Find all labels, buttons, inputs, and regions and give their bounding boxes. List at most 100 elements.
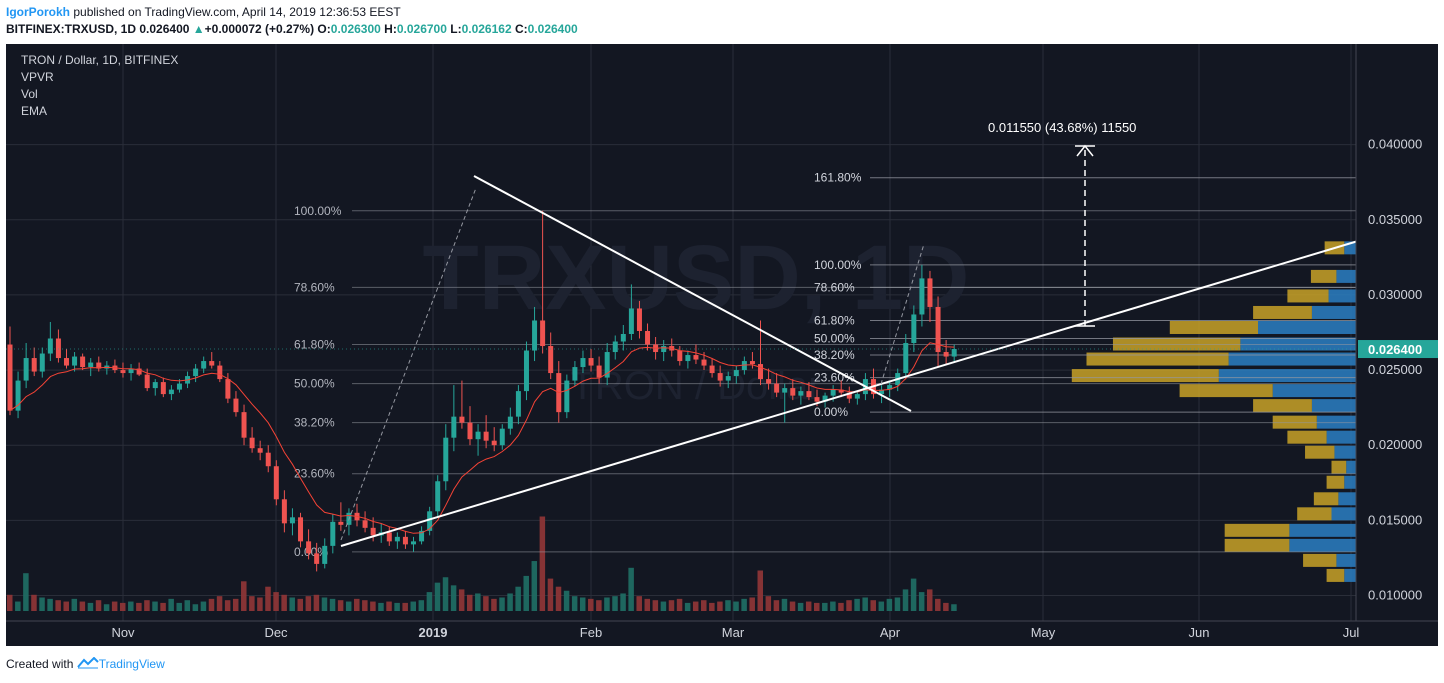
volume-bar bbox=[103, 604, 110, 611]
candle-body bbox=[386, 532, 392, 542]
volume-bar bbox=[418, 600, 425, 611]
vpvr-bar-down bbox=[1071, 369, 1219, 383]
candle-body bbox=[289, 517, 295, 524]
volume-bar bbox=[192, 604, 199, 611]
open-value: 0.026300 bbox=[330, 22, 381, 36]
candle-body bbox=[217, 365, 223, 380]
volume-bar bbox=[523, 575, 529, 611]
time-tick-label: Nov bbox=[111, 625, 135, 640]
volume-bar bbox=[370, 601, 376, 611]
volume-bar bbox=[579, 597, 586, 611]
candle-body bbox=[362, 520, 368, 528]
volume-bar bbox=[563, 590, 570, 611]
candle-body bbox=[96, 362, 102, 369]
volume-bar bbox=[902, 589, 909, 611]
volume-bar bbox=[362, 600, 368, 611]
volume-bar bbox=[725, 600, 731, 611]
time-tick-label: Jun bbox=[1189, 625, 1210, 640]
legend-vol[interactable]: Vol bbox=[21, 87, 38, 101]
candle-body bbox=[798, 391, 804, 396]
fib-level-label: 38.20% bbox=[294, 416, 335, 430]
volume-bar bbox=[345, 601, 352, 611]
volume-bar bbox=[442, 577, 449, 611]
candle-body bbox=[435, 481, 441, 512]
chart-area[interactable]: TRXUSD, 1D TRON / Dollar 100.00% 78.60% 61.… bbox=[6, 44, 1438, 646]
fib-level-label: 100.00% bbox=[814, 258, 862, 272]
legend-ema[interactable]: EMA bbox=[21, 104, 48, 118]
vpvr-bar-down bbox=[1224, 538, 1290, 552]
candle-body bbox=[540, 320, 546, 347]
tradingview-link[interactable]: TradingView bbox=[98, 657, 165, 671]
vpvr-bar-down bbox=[1305, 445, 1335, 459]
candle-body bbox=[411, 541, 416, 545]
volume-bar bbox=[588, 598, 594, 611]
price-tick-label: 0.035000 bbox=[1368, 212, 1422, 227]
time-tick-label: Feb bbox=[580, 625, 602, 640]
candle-body bbox=[128, 368, 134, 374]
price-chart[interactable]: TRXUSD, 1D TRON / Dollar 100.00% 78.60% 61.… bbox=[6, 44, 1438, 646]
volume-bar bbox=[329, 598, 336, 611]
candle-body bbox=[402, 536, 408, 545]
volume-bar bbox=[781, 598, 788, 611]
candle-body bbox=[209, 361, 215, 366]
volume-bar bbox=[507, 593, 513, 611]
high-value: 0.026700 bbox=[396, 22, 447, 36]
candle-body bbox=[55, 338, 61, 359]
fib-level-label: 50.00% bbox=[814, 332, 855, 346]
publish-info: IgorPorokh published on TradingView.com,… bbox=[6, 5, 401, 19]
vpvr-bar-up bbox=[1336, 269, 1356, 283]
fib-level-label: 0.00% bbox=[814, 405, 848, 419]
volume-bar bbox=[297, 598, 304, 611]
candle-body bbox=[677, 350, 683, 362]
candle-body bbox=[733, 370, 739, 377]
time-tick-label: May bbox=[1031, 625, 1056, 640]
volume-bar bbox=[555, 586, 562, 611]
candle-body bbox=[459, 416, 465, 423]
candle-body bbox=[927, 278, 933, 307]
candle-body bbox=[15, 380, 21, 411]
candle-body bbox=[790, 388, 796, 396]
volume-bar bbox=[152, 601, 158, 611]
candle-body bbox=[588, 358, 594, 366]
fib-level-label: 0.00% bbox=[294, 545, 328, 559]
legend-title[interactable]: TRON / Dollar, 1D, BITFINEX bbox=[21, 53, 179, 67]
candle-body bbox=[620, 334, 626, 342]
price-tick-label: 0.040000 bbox=[1368, 137, 1422, 152]
published-text: published on TradingView.com, April 14, … bbox=[70, 5, 401, 19]
volume-bar bbox=[604, 597, 610, 611]
close-value: 0.026400 bbox=[527, 22, 578, 36]
watermark-symbol: TRXUSD, 1D bbox=[423, 227, 970, 329]
vpvr-bar-up bbox=[1344, 241, 1356, 255]
candle-body bbox=[47, 338, 53, 354]
legend-vpvr[interactable]: VPVR bbox=[21, 70, 54, 84]
author-name[interactable]: IgorPorokh bbox=[6, 5, 71, 19]
volume-bar bbox=[402, 602, 408, 611]
volume-bar bbox=[475, 593, 481, 611]
candle-body bbox=[774, 383, 780, 393]
close-label: C: bbox=[514, 22, 528, 36]
candle-body bbox=[596, 365, 602, 378]
price-tick-label: 0.025000 bbox=[1368, 362, 1422, 377]
vpvr-bar-down bbox=[1313, 492, 1339, 506]
fib-level-label: 161.80% bbox=[814, 171, 862, 185]
vpvr-bar-up bbox=[1328, 289, 1356, 303]
candle-body bbox=[532, 320, 538, 351]
last-price-badge bbox=[1358, 340, 1438, 359]
candle-body bbox=[249, 437, 255, 449]
candle-body bbox=[846, 392, 852, 399]
vpvr-bar-down bbox=[1310, 269, 1337, 283]
volume-bar bbox=[434, 582, 441, 611]
symbol-label: BITFINEX:TRXUSD, 1D bbox=[6, 22, 137, 36]
volume-bar bbox=[765, 596, 772, 611]
footer: Created with TradingView bbox=[6, 656, 165, 671]
price-tick-label: 0.020000 bbox=[1368, 437, 1422, 452]
candle-body bbox=[604, 352, 610, 378]
vpvr-bar-up bbox=[1346, 460, 1356, 474]
candle-body bbox=[201, 361, 207, 369]
candle-body bbox=[23, 358, 29, 381]
candle-body bbox=[451, 416, 457, 438]
volume-bar bbox=[926, 589, 933, 611]
price-tick-label: 0.030000 bbox=[1368, 287, 1422, 302]
ema-line bbox=[9, 342, 955, 534]
volume-bar bbox=[128, 601, 134, 611]
